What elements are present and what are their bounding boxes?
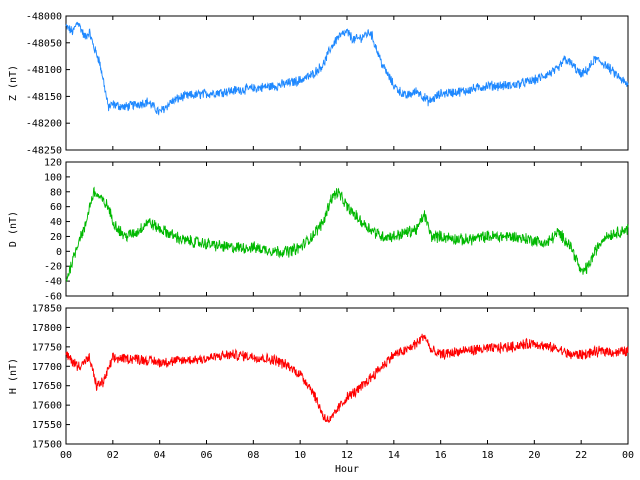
y-axis-label-0: Z (nT): [8, 65, 19, 101]
y-tick-label: 80: [50, 187, 62, 198]
x-tick-label: 00: [622, 450, 634, 461]
x-tick-label: 04: [154, 450, 166, 461]
y-tick-label: 120: [44, 158, 62, 169]
series-line-1: [65, 186, 629, 282]
y-tick-label: 17800: [32, 323, 62, 334]
x-tick-label: 08: [247, 450, 259, 461]
y-tick-label: 60: [50, 202, 62, 213]
x-tick-label: 00: [60, 450, 72, 461]
x-tick-label: 10: [294, 450, 306, 461]
y-tick-label: -60: [44, 292, 62, 303]
y-tick-label: -20: [44, 262, 62, 273]
y-tick-label: 100: [44, 172, 62, 183]
y-tick-label: -48050: [26, 38, 62, 49]
y-tick-label: -48150: [26, 92, 62, 103]
y-tick-label: -48200: [26, 119, 62, 130]
y-axis-label-2: H (nT): [8, 358, 19, 394]
x-tick-label: 18: [481, 450, 493, 461]
y-tick-label: 20: [50, 232, 62, 243]
series-line-2: [65, 333, 629, 424]
y-axis-label-1: D (nT): [8, 211, 19, 247]
x-tick-label: 22: [575, 450, 587, 461]
plot-frame-1: [65, 161, 629, 297]
y-tick-label: 17550: [32, 420, 62, 431]
y-tick-label: -48100: [26, 65, 62, 76]
x-tick-label: 16: [435, 450, 447, 461]
y-tick-label: 0: [56, 247, 62, 258]
y-tick-label: 17850: [32, 304, 62, 315]
plot-frame-0: [65, 15, 629, 151]
x-tick-label: 20: [528, 450, 540, 461]
y-tick-label: 17650: [32, 381, 62, 392]
x-tick-label: 02: [107, 450, 119, 461]
y-tick-label: 17750: [32, 342, 62, 353]
y-tick-label: -48000: [26, 12, 62, 23]
y-tick-label: 40: [50, 217, 62, 228]
y-tick-label: 17700: [32, 362, 62, 373]
y-tick-label: -40: [44, 277, 62, 288]
series-line-0: [65, 21, 629, 116]
x-axis-label: Hour: [335, 464, 359, 475]
y-tick-label: -48250: [26, 146, 62, 157]
y-tick-label: 17500: [32, 440, 62, 451]
x-tick-label: 12: [341, 450, 353, 461]
x-tick-label: 14: [388, 450, 400, 461]
x-tick-label: 06: [200, 450, 212, 461]
plot-frame-2: [65, 307, 629, 445]
y-tick-label: 17600: [32, 401, 62, 412]
